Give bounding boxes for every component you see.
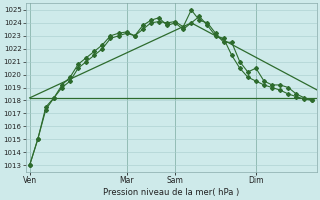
- X-axis label: Pression niveau de la mer( hPa ): Pression niveau de la mer( hPa ): [103, 188, 239, 197]
